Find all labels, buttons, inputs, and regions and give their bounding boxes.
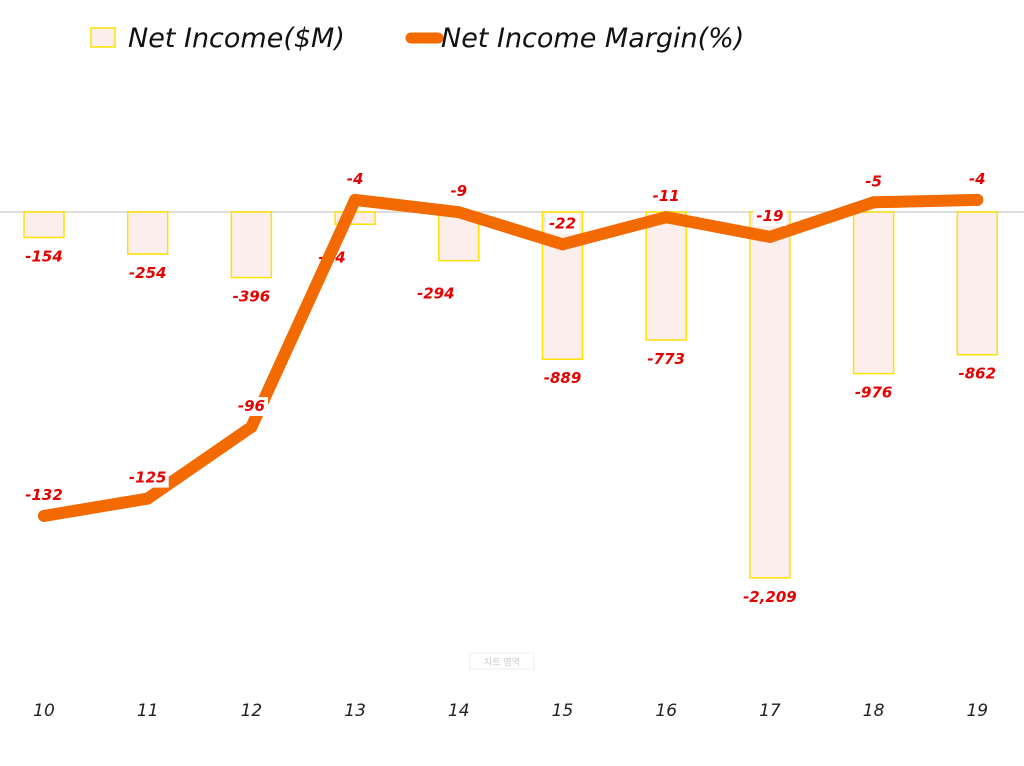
watermark-box (469, 652, 535, 670)
line-point-16 (660, 211, 673, 224)
line-point-12 (245, 421, 258, 433)
bar-17 (749, 211, 791, 579)
x-tick-15: 15 (552, 701, 574, 721)
legend-line-label: Net Income Margin(%) (441, 23, 744, 54)
bar-value-labels: -154-254-396-74-294-889-773-2,209-976-86… (25, 248, 996, 606)
margin-line (38, 193, 984, 522)
line-label-bg-15 (546, 214, 579, 234)
line-value-label-18: -5 (865, 172, 882, 190)
line-value-labels: -132 -125 -96 -4 -9 -22 -11 -19 -5 -4 (23, 169, 990, 505)
line-point-13 (349, 193, 362, 206)
line-label-bg-16 (649, 187, 683, 207)
line-series (38, 193, 984, 522)
line-value-label-12: -96 (238, 397, 265, 415)
line-point-14 (452, 206, 465, 219)
x-tick-14: 14 (448, 701, 470, 721)
line-label-bg-12 (234, 397, 268, 416)
line-value-label-10: -132 (25, 486, 63, 504)
x-tick-18: 18 (863, 701, 885, 721)
line-label-bg-17 (753, 206, 787, 226)
line-value-label-17: -19 (756, 207, 783, 225)
bar-11 (126, 211, 169, 255)
x-tick-11: 11 (137, 701, 159, 721)
line-point-19 (971, 193, 984, 206)
x-tick-16: 16 (655, 701, 677, 721)
line-label-bg-11 (126, 468, 169, 488)
bar-12 (230, 211, 273, 279)
bar-18 (852, 211, 895, 375)
line-label-bg-13 (343, 169, 368, 189)
bar-value-label-12: -396 (233, 288, 271, 306)
line-point-15 (556, 238, 569, 251)
bar-value-label-16: -773 (647, 350, 685, 368)
x-tick-10: 10 (33, 701, 55, 721)
bar-value-label-15: -889 (544, 369, 582, 387)
legend: Net Income($M) Net Income Margin(%) (90, 23, 744, 54)
line-value-label-14: -9 (450, 182, 467, 200)
line-value-label-11: -125 (129, 469, 167, 487)
x-tick-17: 17 (759, 701, 781, 721)
line-value-label-19: -4 (969, 170, 986, 188)
line-value-label-15: -22 (549, 214, 576, 232)
x-tick-12: 12 (241, 701, 263, 721)
line-value-label-16: -11 (653, 187, 680, 205)
bar-10 (23, 211, 65, 239)
watermark: 차트 영역 (469, 652, 535, 670)
line-label-bg-19 (965, 169, 990, 189)
bar-value-label-18: -976 (855, 384, 893, 402)
bar-series (23, 211, 999, 579)
bar-value-label-19: -862 (959, 365, 997, 383)
legend-bar-label: Net Income($M) (128, 23, 345, 54)
line-point-11 (141, 492, 154, 505)
line-label-bg-14 (446, 182, 471, 202)
line-point-18 (867, 196, 880, 209)
line-value-label-13: -4 (347, 170, 364, 188)
bar-value-label-10: -154 (25, 248, 63, 266)
x-axis-ticks: 10 11 12 13 14 15 16 17 18 19 (33, 701, 988, 721)
x-tick-13: 13 (344, 701, 366, 721)
bar-value-label-14: -294 (417, 285, 455, 303)
x-tick-19: 19 (966, 701, 988, 721)
line-point-17 (763, 230, 776, 243)
line-label-bg-10 (23, 485, 65, 505)
line-label-bg-18 (861, 172, 886, 192)
bar-19 (956, 211, 999, 356)
bar-16 (645, 211, 687, 341)
watermark-text: 차트 영역 (484, 656, 520, 668)
legend-bar-swatch (90, 27, 116, 48)
bar-value-label-11: -254 (129, 264, 167, 282)
bar-value-label-17: -2,209 (743, 588, 797, 606)
line-point-10 (38, 509, 50, 522)
